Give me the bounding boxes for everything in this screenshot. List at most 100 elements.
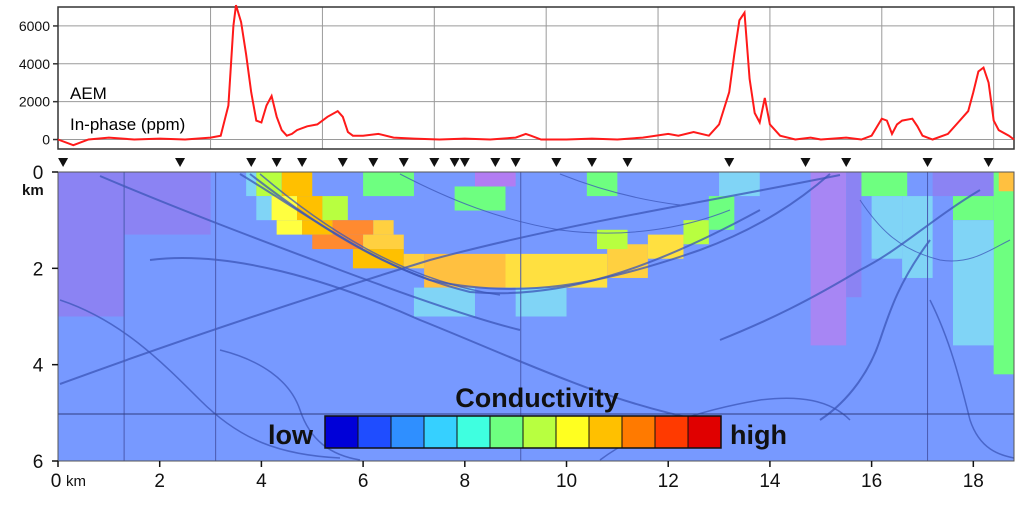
aem-plot-frame — [57, 6, 1015, 150]
aem-y-tick-label: 6000 — [19, 18, 50, 34]
section-x-axis: 0 2 4 6 8 10 12 14 16 18 — [51, 461, 984, 492]
station-marker — [922, 158, 933, 167]
station-marker — [841, 158, 852, 167]
conductivity-cell — [952, 196, 994, 221]
conductivity-cell — [363, 234, 404, 250]
section-vertical-gridlines — [123, 172, 929, 461]
aem-y-tick-label: 4000 — [19, 56, 50, 72]
conductivity-cell — [276, 220, 303, 235]
colorbar-low-label: low — [268, 420, 314, 450]
geology-line — [859, 199, 1011, 262]
geology-overlay-lines — [59, 173, 1014, 461]
conductivity-cell — [373, 220, 394, 235]
station-marker — [983, 158, 994, 167]
conductivity-cell — [363, 172, 414, 197]
section-x-tick-label: 0 — [51, 471, 62, 492]
colorbar-bin — [489, 415, 524, 449]
colorbar-bin — [555, 415, 590, 449]
geology-line — [59, 174, 841, 385]
conductivity-cell — [861, 172, 908, 197]
aem-in-phase-series-line — [57, 4, 1015, 147]
conductivity-cell — [586, 172, 618, 197]
conductivity-cell — [322, 196, 348, 221]
geology-line — [99, 175, 521, 331]
station-marker — [337, 158, 348, 167]
conductivity-cell — [871, 196, 903, 259]
section-y-axis: 0 2 4 6 — [33, 163, 58, 473]
aem-y-axis: 0 2000 4000 6000 — [19, 18, 58, 148]
station-marker — [297, 158, 308, 167]
colorbar-frame — [324, 415, 722, 449]
conductivity-cell — [281, 172, 313, 197]
colorbar-bins — [324, 415, 722, 449]
station-marker — [510, 158, 521, 167]
conductivity-cell — [846, 172, 862, 298]
geology-line — [399, 173, 731, 234]
section-x-tick-label: 10 — [556, 471, 577, 492]
section-x-tick-label: 14 — [759, 471, 781, 492]
station-marker — [724, 158, 735, 167]
station-marker — [58, 158, 69, 167]
conductivity-cell — [246, 172, 257, 197]
aem-y-tick-label: 2000 — [19, 94, 50, 110]
conductivity-cell — [998, 172, 1014, 192]
section-x-tick-label: 12 — [658, 471, 679, 492]
station-marker — [246, 158, 257, 167]
colorbar-bin — [687, 415, 722, 449]
station-marker — [459, 158, 470, 167]
aem-gridlines — [58, 7, 1014, 149]
station-marker — [429, 158, 440, 167]
conductivity-cell — [332, 220, 374, 235]
section-x-tick-label: 2 — [154, 471, 165, 492]
colorbar-bin — [621, 415, 656, 449]
conductivity-cell — [58, 172, 125, 317]
section-y-tick-label: 2 — [33, 259, 44, 280]
colorbar-bin — [588, 415, 623, 449]
colorbar-bin — [522, 415, 557, 449]
station-marker — [271, 158, 282, 167]
station-marker — [622, 158, 633, 167]
conductivity-cell — [993, 172, 1014, 375]
section-x-tick-label: 16 — [861, 471, 882, 492]
conductivity-cell — [413, 287, 475, 317]
section-frame — [57, 171, 1015, 462]
colorbar-title: Conductivity — [455, 383, 619, 413]
station-marker — [551, 158, 562, 167]
section-y-unit-label: km — [22, 182, 44, 199]
section-x-tick-label: 8 — [460, 471, 471, 492]
colorbar-bin — [324, 415, 359, 449]
section-y-tick-label: 6 — [33, 452, 44, 473]
station-marker — [175, 158, 186, 167]
conductivity-section: Conductivity low high 0 2 4 6 km 0 2 4 6 8 10 12 1… — [22, 163, 1015, 492]
colorbar-bin — [456, 415, 491, 449]
geology-line — [149, 257, 701, 421]
geology-line — [219, 349, 361, 461]
conductivity-cell — [403, 253, 425, 269]
geology-line — [249, 173, 761, 295]
section-x-tick-label: 18 — [963, 471, 984, 492]
conductivity-cell — [474, 172, 516, 187]
geology-line — [59, 299, 341, 459]
section-y-tick-label: 4 — [33, 356, 44, 377]
geology-line — [819, 239, 931, 421]
section-x-unit-label: km — [66, 473, 86, 490]
aem-annotation-line-2: In-phase (ppm) — [70, 115, 185, 134]
colorbar-bin — [357, 415, 392, 449]
colorbar-bin — [423, 415, 458, 449]
section-x-tick-label: 4 — [256, 471, 267, 492]
colorbar-high-label: high — [730, 420, 787, 450]
conductivity-cell — [683, 220, 709, 245]
conductivity-cell — [256, 196, 272, 221]
conductivity-cell — [952, 220, 994, 346]
colorbar-bin — [390, 415, 425, 449]
station-marker — [449, 158, 460, 167]
section-x-tick-label: 6 — [358, 471, 369, 492]
aem-annotation-line-1: AEM — [70, 84, 107, 103]
aem-y-tick-label: 0 — [42, 132, 50, 148]
geology-line — [259, 173, 501, 296]
conductivity-cell — [312, 234, 364, 250]
conductivity-cell — [597, 229, 628, 250]
colorbar-legend: Conductivity low high — [268, 383, 787, 450]
station-marker — [586, 158, 597, 167]
